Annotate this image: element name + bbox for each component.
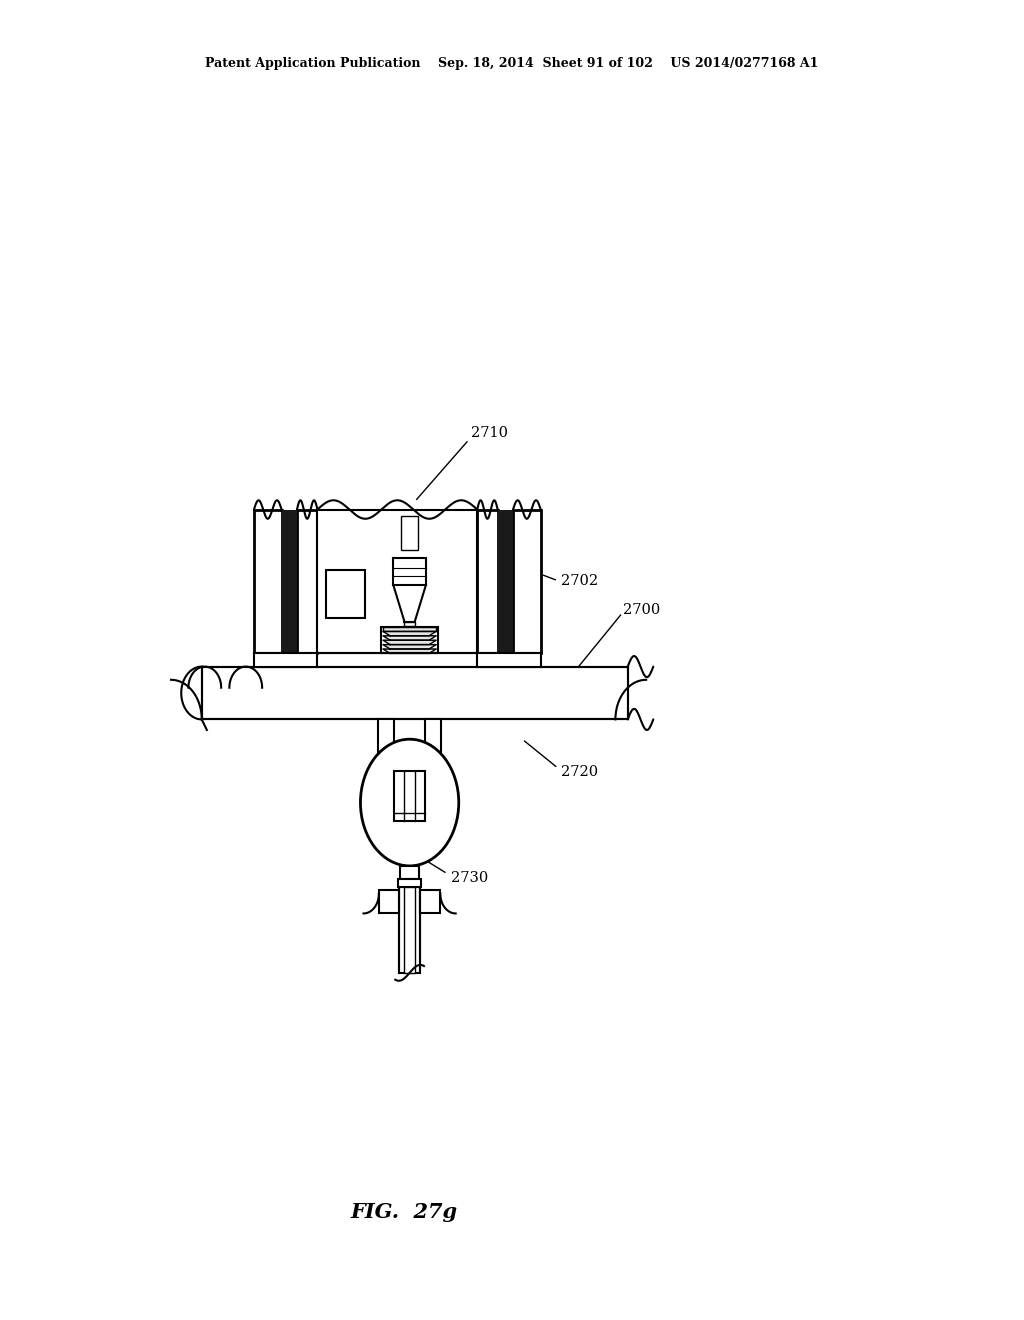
Bar [498, 510, 513, 653]
Bar [326, 570, 365, 618]
Bar [404, 887, 415, 973]
Text: 2700: 2700 [623, 603, 659, 616]
Bar [393, 558, 426, 585]
Bar [202, 667, 628, 719]
Bar [254, 510, 282, 653]
Polygon shape [383, 636, 436, 640]
Polygon shape [383, 627, 436, 631]
Text: Patent Application Publication    Sep. 18, 2014  Sheet 91 of 102    US 2014/0277: Patent Application Publication Sep. 18, … [206, 57, 818, 70]
Text: 2720: 2720 [561, 766, 598, 779]
Bar [398, 879, 421, 887]
Text: 2702: 2702 [561, 574, 598, 587]
Bar [254, 653, 317, 667]
Bar [477, 653, 541, 667]
Bar [401, 516, 418, 550]
Polygon shape [383, 649, 436, 653]
Bar [425, 719, 441, 752]
Text: FIG.  27g: FIG. 27g [351, 1201, 458, 1222]
Bar [297, 510, 317, 653]
Polygon shape [383, 631, 436, 636]
Circle shape [360, 739, 459, 866]
Bar [282, 510, 297, 653]
Bar [394, 771, 425, 821]
Bar [381, 627, 438, 653]
Bar [378, 719, 394, 752]
Bar [404, 622, 415, 626]
Bar [513, 510, 541, 653]
Bar [399, 887, 420, 973]
Polygon shape [383, 644, 436, 649]
Bar [477, 510, 498, 653]
Bar [420, 890, 440, 913]
Bar [400, 866, 419, 879]
Bar [379, 890, 399, 913]
Text: 2710: 2710 [471, 426, 508, 440]
Text: 2730: 2730 [451, 871, 487, 884]
Bar [317, 510, 477, 653]
Polygon shape [383, 640, 436, 644]
